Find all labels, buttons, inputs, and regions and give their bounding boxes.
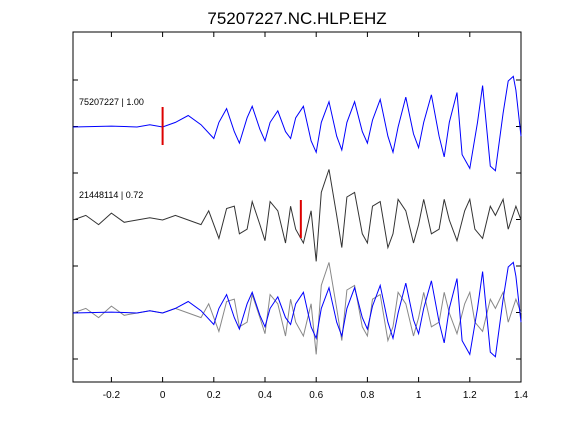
x-tick-label: -0.2 bbox=[103, 390, 121, 401]
trace-group: 75207227 | 1.00 21448114 | 0.72 bbox=[72, 75, 522, 358]
x-tick-label: 1.4 bbox=[514, 390, 528, 401]
trace-21448114 bbox=[72, 169, 522, 262]
x-tick-label: 1 bbox=[416, 390, 422, 401]
x-tick-label: 0.4 bbox=[258, 390, 272, 401]
x-tick-label: 1.2 bbox=[463, 390, 477, 401]
chart-title: 75207227.NC.HLP.EHZ bbox=[207, 9, 386, 28]
x-tick-label: 0.2 bbox=[207, 390, 221, 401]
overlay-trace bbox=[72, 261, 522, 358]
x-tick-label: 0.6 bbox=[309, 390, 323, 401]
x-tick-label: 0.8 bbox=[360, 390, 374, 401]
x-tick-label: 0 bbox=[160, 390, 166, 401]
x-ticks: -0.2 0 0.2 0.4 0.6 0.8 1 1.2 1.4 bbox=[103, 32, 528, 401]
trace-75207227 bbox=[72, 75, 522, 172]
plot-frame bbox=[72, 31, 522, 383]
trace-label: 75207227 | 1.00 bbox=[79, 97, 144, 107]
trace-label: 21448114 | 0.72 bbox=[79, 190, 143, 200]
overlay-trace bbox=[72, 262, 522, 355]
